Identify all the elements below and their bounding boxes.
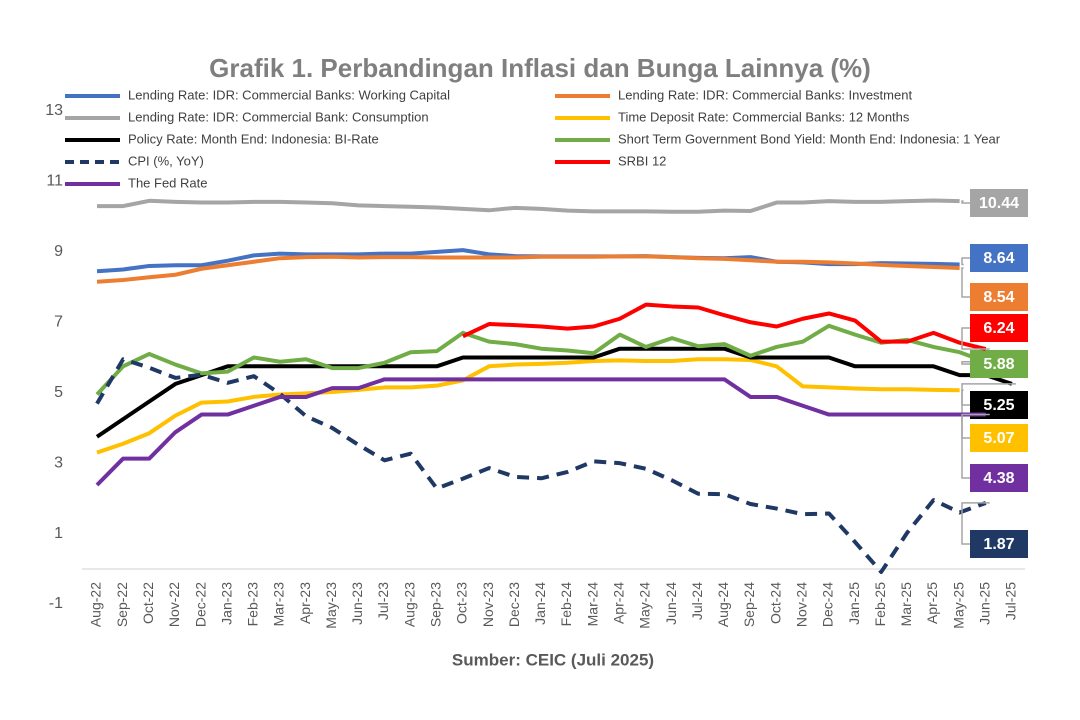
label-connector <box>961 200 970 204</box>
label-connector <box>961 502 990 545</box>
x-tick-label: Mar-24 <box>584 582 600 627</box>
series-line <box>96 254 960 284</box>
y-tick-label: 1 <box>54 525 63 542</box>
x-tick-label: Dec-22 <box>192 582 208 627</box>
series-line <box>462 302 987 351</box>
x-tick-label: Feb-24 <box>558 582 574 627</box>
x-tick-label: Sep-23 <box>428 582 444 627</box>
end-label: 1.87 <box>983 536 1014 553</box>
x-tick-label: Jul-23 <box>375 582 391 620</box>
x-tick-label: Dec-23 <box>506 582 522 627</box>
x-tick-label: Oct-23 <box>454 582 470 624</box>
end-label-box <box>970 189 1028 217</box>
label-connector <box>961 383 1016 406</box>
x-tick-label: Oct-22 <box>140 582 156 624</box>
end-label: 6.24 <box>983 320 1014 337</box>
end-label-box <box>970 424 1028 452</box>
end-label: 8.54 <box>983 289 1014 306</box>
y-tick-label: 7 <box>54 314 63 331</box>
x-tick-label: Jun-25 <box>976 582 992 625</box>
series-line <box>95 323 987 396</box>
x-tick-label: May-25 <box>950 582 966 629</box>
x-tick-label: Mar-25 <box>898 582 914 627</box>
x-tick-label: Sep-24 <box>741 582 757 627</box>
x-tick-label: Feb-23 <box>245 582 261 627</box>
x-tick-label: Jan-24 <box>532 582 548 625</box>
x-tick-label: Sep-22 <box>114 582 130 627</box>
end-label-box <box>970 350 1028 378</box>
label-connector <box>961 257 970 266</box>
x-tick-label: Aug-24 <box>715 582 731 627</box>
series-line <box>96 357 960 455</box>
x-tick-label: Jan-25 <box>846 582 862 625</box>
legend-label: Policy Rate: Month End: Indonesia: BI-Ra… <box>128 131 379 146</box>
x-tick-label: Nov-23 <box>480 582 496 627</box>
x-tick-label: Jul-25 <box>1003 582 1019 620</box>
x-tick-label: Jun-23 <box>349 582 365 625</box>
y-tick-label: -1 <box>49 595 63 612</box>
legend-label: Lending Rate: IDR: Commercial Banks: Wor… <box>128 87 450 102</box>
x-tick-label: Jun-24 <box>663 582 679 625</box>
legend-label: Lending Rate: IDR: Commercial Bank: Cons… <box>128 109 429 124</box>
series-line <box>95 346 1013 439</box>
end-label: 5.88 <box>983 356 1014 373</box>
source: Sumber: CEIC (Juli 2025) <box>452 650 654 669</box>
label-connector <box>961 267 970 298</box>
x-tick-label: Dec-24 <box>820 582 836 627</box>
legend-label: Short Term Government Bond Yield: Month … <box>618 131 1001 146</box>
y-tick-label: 11 <box>46 173 63 190</box>
x-tick-label: Apr-25 <box>924 582 940 624</box>
y-tick-label: 9 <box>54 243 63 260</box>
x-tick-label: Apr-24 <box>611 582 627 624</box>
x-tick-label: Jan-23 <box>218 582 234 625</box>
end-label-box <box>970 530 1028 558</box>
x-tick-label: Oct-24 <box>767 582 783 624</box>
series-line <box>95 357 987 574</box>
end-label: 5.25 <box>983 397 1014 414</box>
end-label-box <box>970 464 1028 492</box>
x-tick-label: Apr-23 <box>297 582 313 624</box>
x-tick-label: Jul-24 <box>689 582 705 620</box>
end-label: 4.38 <box>983 470 1014 487</box>
x-tick-label: Nov-22 <box>166 582 182 627</box>
x-tick-label: May-24 <box>637 582 653 629</box>
series-line <box>97 198 960 214</box>
end-label-box <box>970 244 1028 272</box>
legend-label: The Fed Rate <box>128 175 208 190</box>
legend-label: SRBI 12 <box>618 153 666 168</box>
x-tick-label: Nov-24 <box>793 582 809 627</box>
end-label-box <box>970 283 1028 311</box>
end-label: 8.64 <box>983 250 1014 267</box>
legend-label: Time Deposit Rate: Commercial Banks: 12 … <box>618 109 910 124</box>
label-connector <box>961 327 990 350</box>
end-label-box <box>970 314 1028 342</box>
legend-label: Lending Rate: IDR: Commercial Banks: Inv… <box>618 87 912 102</box>
y-tick-label: 3 <box>54 454 63 471</box>
x-tick-label: Aug-23 <box>401 582 417 627</box>
label-connector <box>961 413 990 479</box>
end-label: 10.44 <box>979 195 1019 212</box>
y-tick-label: 5 <box>54 384 63 401</box>
legend-label: CPI (%, YoY) <box>128 153 204 168</box>
series-line <box>95 377 986 487</box>
x-tick-label: Aug-22 <box>88 582 104 627</box>
end-label: 5.07 <box>983 430 1014 447</box>
chart-title: Grafik 1. Perbandingan Inflasi dan Bunga… <box>209 53 871 83</box>
y-tick-label: 13 <box>45 102 63 119</box>
x-tick-label: Feb-25 <box>872 582 888 627</box>
x-tick-label: May-23 <box>323 582 339 629</box>
x-tick-label: Mar-23 <box>271 582 287 627</box>
